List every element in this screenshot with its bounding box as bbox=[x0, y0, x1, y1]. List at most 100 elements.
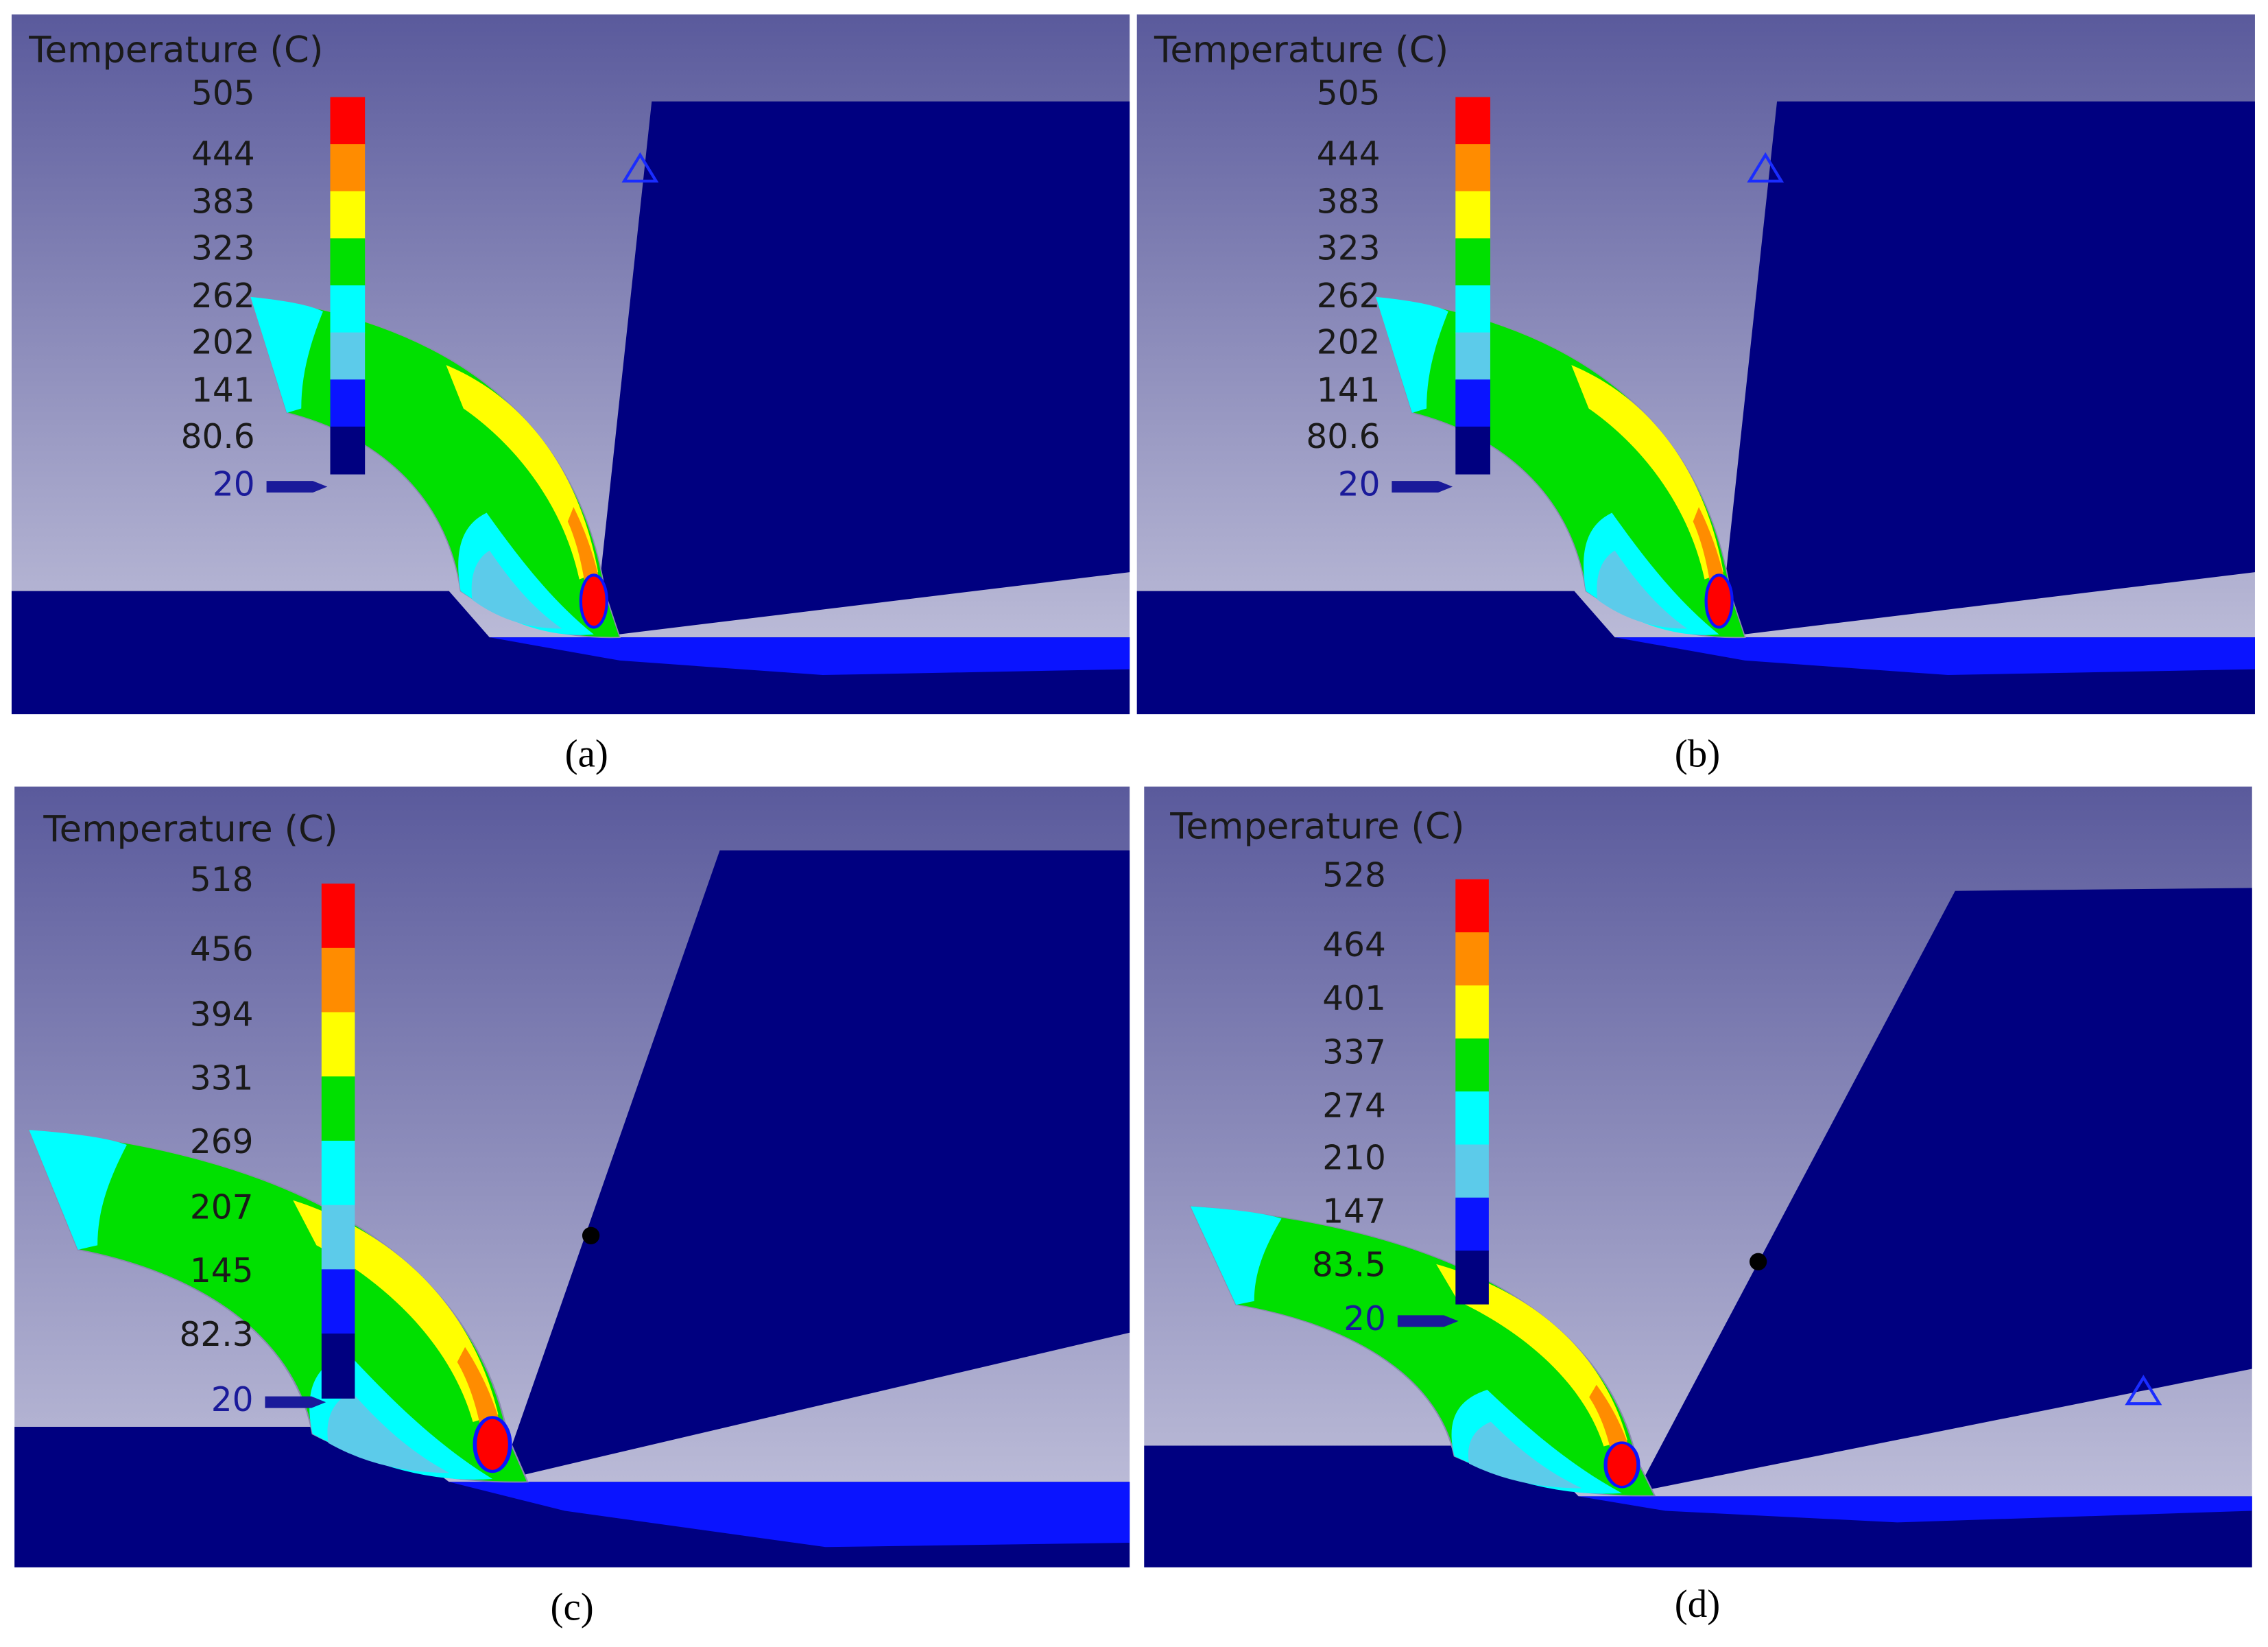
legend-label: 80.6 bbox=[181, 418, 255, 456]
colorbar-segment bbox=[321, 1334, 355, 1399]
legend-label: 444 bbox=[1317, 135, 1381, 174]
colorbar-segment bbox=[321, 1140, 355, 1206]
heated-layer bbox=[489, 637, 1130, 676]
legend-label: 274 bbox=[1322, 1087, 1386, 1125]
legend-label: 207 bbox=[190, 1188, 254, 1227]
legend-label: 20 bbox=[213, 466, 255, 504]
hot-zone bbox=[1704, 573, 1734, 629]
workpiece bbox=[11, 591, 1130, 715]
colorbar-segment bbox=[1455, 1144, 1489, 1198]
colorbar-segment bbox=[1455, 1251, 1489, 1305]
cutting-tool bbox=[1636, 888, 2252, 1493]
colorbar-segment bbox=[321, 1205, 355, 1270]
legend-label: 518 bbox=[190, 861, 254, 899]
colorbar-segment bbox=[321, 884, 355, 949]
marker bbox=[1749, 1253, 1767, 1270]
chip-tip bbox=[250, 296, 323, 413]
chip-inner-cool bbox=[471, 550, 562, 629]
legend-label: 83.5 bbox=[1312, 1246, 1386, 1285]
marker bbox=[2125, 1375, 2162, 1406]
colorbar-segment bbox=[1455, 1038, 1489, 1093]
caption: (c) bbox=[551, 1585, 594, 1628]
legend-label: 323 bbox=[191, 229, 255, 268]
legend-label: 262 bbox=[1317, 277, 1381, 316]
colorbar-segment bbox=[330, 144, 366, 192]
legend-label: 505 bbox=[1317, 74, 1381, 112]
legend-label: 262 bbox=[191, 277, 255, 316]
legend-title: Temperature (C) bbox=[28, 29, 323, 71]
colorbar-segment bbox=[1455, 1197, 1489, 1252]
legend-label: 444 bbox=[191, 135, 255, 174]
legend-label: 20 bbox=[211, 1381, 254, 1419]
cutting-tool bbox=[1719, 101, 2255, 638]
legend-label: 401 bbox=[1322, 980, 1386, 1018]
colorbar-segment bbox=[1455, 191, 1490, 239]
colorbar-segment bbox=[1455, 379, 1490, 427]
legend-arrow bbox=[1392, 481, 1453, 493]
colorbar-segment bbox=[1455, 332, 1490, 381]
workpiece bbox=[1136, 591, 2255, 715]
legend-label: 528 bbox=[1322, 857, 1386, 895]
caption: (b) bbox=[1675, 732, 1720, 775]
chip-hot-band bbox=[1436, 1264, 1627, 1447]
colorbar-segment bbox=[1455, 144, 1490, 192]
legend-label: 456 bbox=[190, 930, 254, 969]
legend-label: 82.3 bbox=[179, 1316, 253, 1354]
legend-arrow bbox=[265, 1396, 326, 1408]
chip-hot-band bbox=[1571, 365, 1723, 580]
colorbar-segment bbox=[1455, 238, 1490, 287]
marker bbox=[1747, 152, 1784, 183]
heated-layer bbox=[449, 1482, 1130, 1548]
colorbar-segment bbox=[330, 191, 366, 239]
legend-label: 464 bbox=[1322, 926, 1386, 964]
colorbar-segment bbox=[321, 1012, 355, 1078]
legend-label: 20 bbox=[1344, 1300, 1386, 1338]
caption: (a) bbox=[565, 732, 608, 775]
marker bbox=[621, 152, 659, 183]
caption: (d) bbox=[1675, 1583, 1720, 1626]
legend-label: 394 bbox=[190, 995, 254, 1034]
legend-label: 331 bbox=[190, 1059, 254, 1098]
colorbar-segment bbox=[1455, 932, 1489, 986]
chip bbox=[1189, 1205, 1656, 1497]
colorbar-segment bbox=[1455, 985, 1489, 1039]
colorbar-segment bbox=[1455, 879, 1489, 934]
colorbar-segment bbox=[330, 97, 366, 145]
legend-title: Temperature (C) bbox=[43, 809, 337, 851]
colorbar-segment bbox=[330, 238, 366, 287]
chip-tip bbox=[29, 1130, 127, 1250]
colorbar-segment bbox=[1455, 1091, 1489, 1146]
heated-layer bbox=[1578, 1496, 2252, 1523]
legend-label: 505 bbox=[191, 74, 255, 112]
legend-label: 383 bbox=[191, 183, 255, 222]
legend-label: 145 bbox=[190, 1252, 254, 1290]
colorbar-segment bbox=[330, 285, 366, 333]
panel: Temperature (C) 528 464 401 337 274 210 147 83.5… bbox=[1144, 786, 2252, 1567]
legend-label: 141 bbox=[1317, 371, 1381, 410]
panel: Temperature (C)505 444 383 323 262 202 141 80.6… bbox=[11, 14, 1130, 715]
colorbar-segment bbox=[1455, 285, 1490, 333]
marker bbox=[582, 1227, 600, 1244]
legend-label: 269 bbox=[190, 1123, 254, 1161]
panel: Temperature (C)505 444 383 323 262 202 141 80.6… bbox=[1136, 14, 2255, 715]
colorbar-segment bbox=[330, 426, 366, 475]
legend-label: 80.6 bbox=[1306, 418, 1380, 456]
colorbar-segment bbox=[330, 379, 366, 427]
colorbar-segment bbox=[330, 332, 366, 381]
colorbar-segment bbox=[321, 1269, 355, 1335]
colorbar-segment bbox=[1455, 97, 1490, 145]
chip-tip bbox=[1376, 296, 1448, 413]
hot-zone bbox=[579, 573, 608, 629]
legend-label: 202 bbox=[1317, 324, 1381, 362]
legend-label: 202 bbox=[191, 324, 255, 362]
colorbar-segment bbox=[321, 947, 355, 1013]
heated-layer bbox=[1614, 637, 2255, 676]
chip-hot-band bbox=[446, 365, 599, 580]
legend-label: 20 bbox=[1338, 466, 1381, 504]
legend-arrow bbox=[266, 481, 328, 493]
legend-label: 337 bbox=[1322, 1033, 1386, 1071]
cutting-tool bbox=[499, 850, 1130, 1481]
cutting-tool bbox=[593, 101, 1130, 638]
legend-title: Temperature (C) bbox=[1169, 806, 1464, 848]
